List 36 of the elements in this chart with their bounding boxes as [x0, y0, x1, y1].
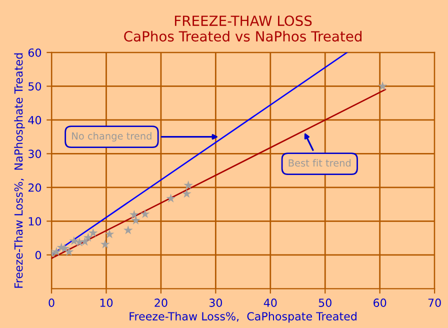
point [182, 188, 192, 198]
x-tick-label: 20 [154, 298, 168, 307]
point [378, 81, 388, 90]
annotation: Best fit trend [288, 159, 351, 167]
x-tick-label: 60 [374, 298, 386, 307]
point [100, 240, 110, 248]
point [166, 194, 176, 203]
x-tick-label: 10 [100, 298, 113, 307]
annotation: No change trend [72, 132, 152, 142]
point [104, 229, 114, 238]
y-tick-label: 10 [28, 217, 42, 226]
point [129, 210, 139, 219]
y-axis-title: Freeze-Thaw Loss%, NaPhosphate Treated [14, 53, 25, 288]
point [64, 246, 74, 256]
y-tick-label: 30 [28, 150, 42, 158]
point [123, 225, 133, 234]
y-tick-label: 60 [28, 48, 42, 57]
y-tick-label: 20 [28, 183, 42, 192]
point [131, 216, 140, 224]
point [69, 236, 79, 246]
point [140, 209, 150, 218]
y-tick-label: 0 [35, 250, 42, 260]
y-tick-label: 50 [28, 82, 42, 91]
y-tick-label: 40 [28, 116, 42, 124]
point [184, 180, 193, 190]
point [80, 236, 90, 246]
x-tick-label: 30 [209, 298, 222, 307]
x-tick-label: 0 [48, 298, 54, 307]
x-tick-label: 40 [264, 298, 277, 307]
x-tick-label: 50 [318, 298, 332, 307]
x-axis-title: Freeze-Thaw Loss%, CaPhospate Treated [130, 312, 356, 323]
point [52, 246, 62, 256]
chart-title: FREEZE-THAW LOSS CaPhos Treated vs NaPhos Treated [124, 16, 362, 42]
point [88, 228, 98, 237]
point [84, 232, 93, 242]
x-tick-label: 70 [428, 298, 441, 307]
